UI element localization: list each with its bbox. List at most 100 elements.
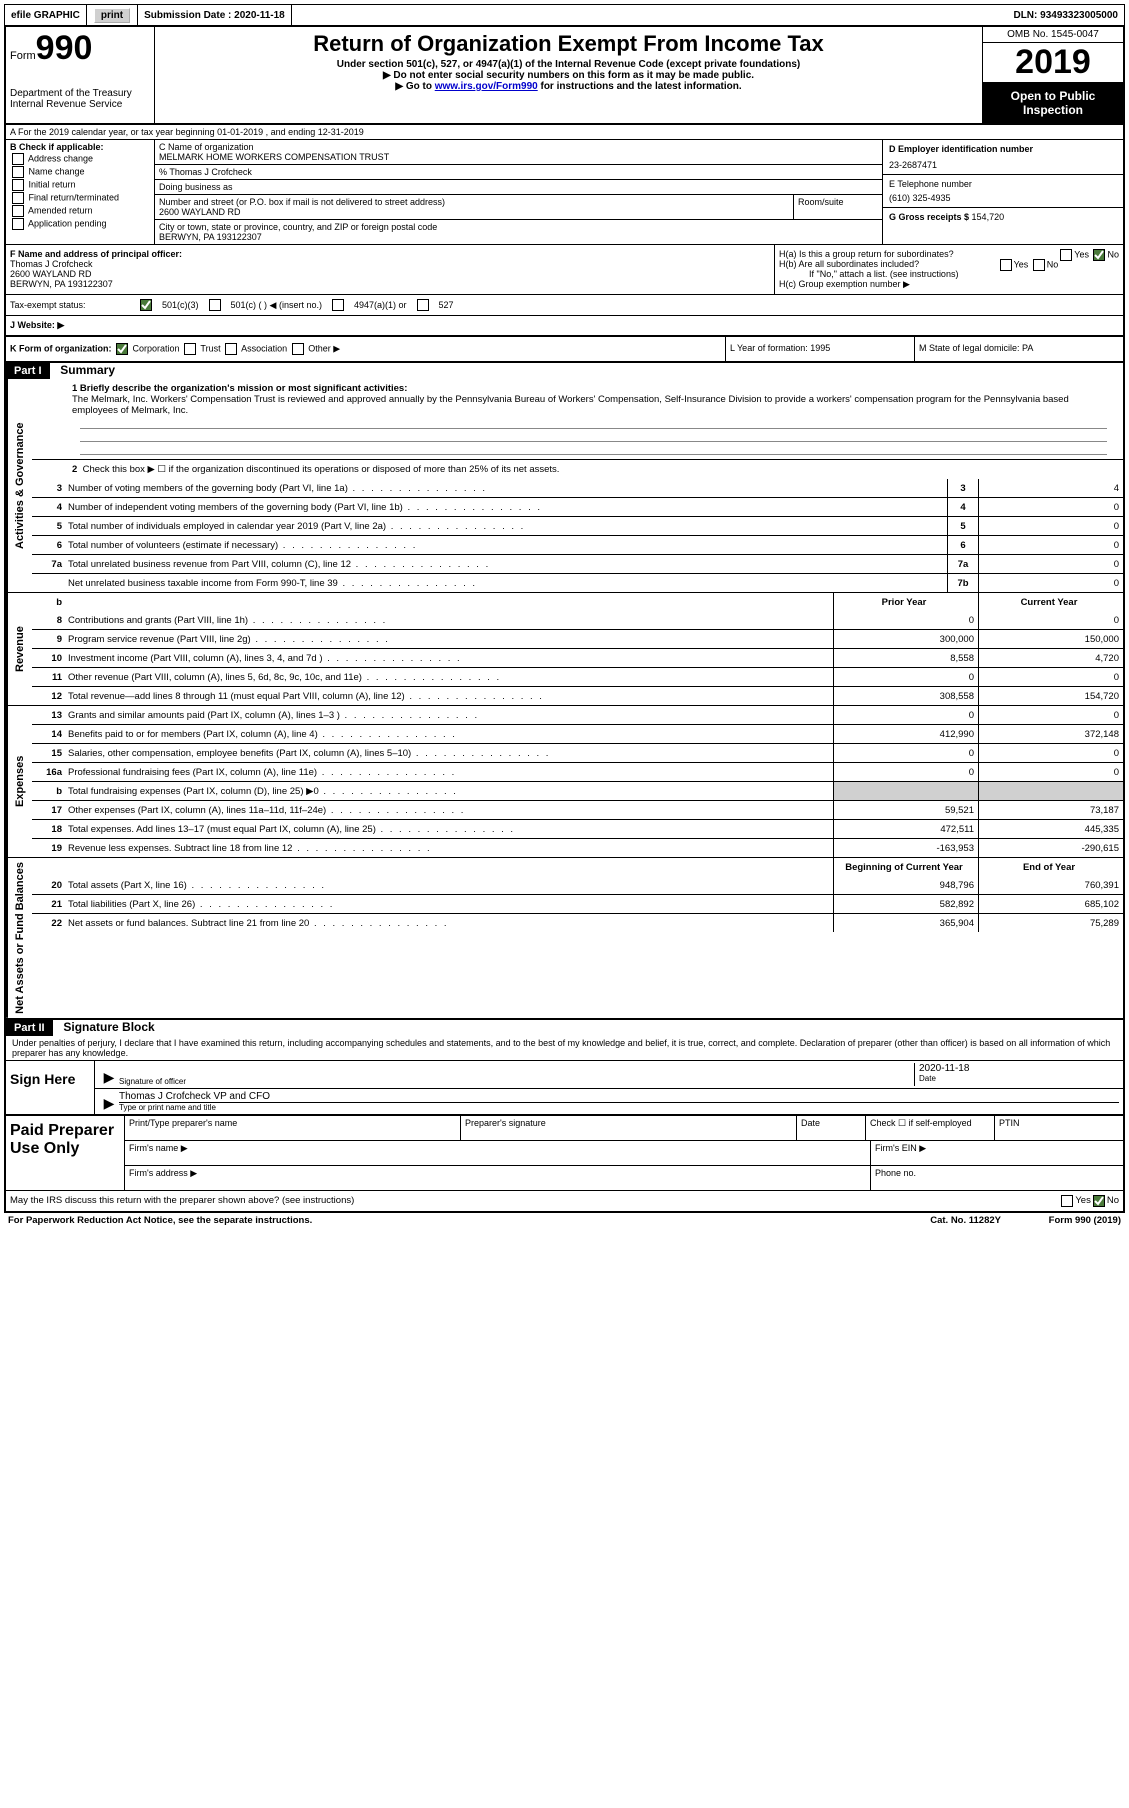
sig-date-field: 2020-11-18 Date [914,1063,1119,1086]
l-year-formation: L Year of formation: 1995 [726,337,915,361]
data-line: 10Investment income (Part VIII, column (… [32,648,1123,667]
501c-check[interactable] [209,299,221,311]
ha-no[interactable] [1093,249,1105,261]
form-number: 990 [36,29,93,67]
penalty-statement: Under penalties of perjury, I declare th… [6,1036,1123,1061]
tax-year: 2019 [983,43,1123,83]
pg-row-1: Print/Type preparer's name Preparer's si… [125,1116,1123,1141]
sig-arrow-icon: ▶ [99,1063,119,1086]
website-row: J Website: ▶ [6,316,1123,337]
officer-addr2: BERWYN, PA 193122307 [10,279,770,289]
header-left: Form990 Department of the Treasury Inter… [6,27,155,123]
data-line: 19Revenue less expenses. Subtract line 1… [32,838,1123,857]
527-check[interactable] [417,299,429,311]
ha-row: H(a) Is this a group return for subordin… [779,249,1119,259]
k-other-check[interactable] [292,343,304,355]
row-a-tax-period: A For the 2019 calendar year, or tax yea… [6,125,1123,140]
line-2-discontinued: 2 Check this box ▶ ☐ if the organization… [32,460,1123,479]
part-i-header-row: Part I Summary [6,363,1123,379]
may-irs-no[interactable] [1093,1195,1105,1207]
data-line: 21Total liabilities (Part X, line 26)582… [32,894,1123,913]
k-assoc-check[interactable] [225,343,237,355]
form990-link[interactable]: www.irs.gov/Form990 [435,81,538,92]
hb-no[interactable] [1033,259,1045,271]
end-year-header: End of Year [978,858,1123,876]
sign-content: ▶ Signature of officer 2020-11-18 Date ▶… [95,1061,1123,1114]
501c3-label: 501(c)(3) [162,300,199,310]
vlabel-revenue: Revenue [6,593,32,705]
beg-year-header: Beginning of Current Year [833,858,978,876]
col-b-option[interactable]: Application pending [10,218,150,230]
k-corp-check[interactable] [116,343,128,355]
care-of: % Thomas J Crofcheck [155,165,882,180]
top-toolbar: efile GRAPHIC print Submission Date : 20… [4,4,1125,26]
gov-line: 3Number of voting members of the governi… [32,479,1123,497]
officer-addr1: 2600 WAYLAND RD [10,269,770,279]
submission-date: Submission Date : 2020-11-18 [138,5,292,25]
part-ii-title: Signature Block [55,1018,162,1036]
ha-yes[interactable] [1060,249,1072,261]
data-line: bTotal fundraising expenses (Part IX, co… [32,781,1123,800]
rev-header: b Prior Year Current Year [32,593,1123,611]
officer-label: F Name and address of principal officer: [10,249,770,259]
col-b-title: B Check if applicable: [10,142,150,152]
column-b-checkboxes: B Check if applicable: Address change Na… [6,140,155,244]
ptin: PTIN [995,1116,1123,1140]
sign-here-block: Sign Here ▶ Signature of officer 2020-11… [6,1061,1123,1115]
city-value: BERWYN, PA 193122307 [159,232,878,242]
501c-label: 501(c) ( ) ◀ (insert no.) [231,300,322,311]
data-line: 11Other revenue (Part VIII, column (A), … [32,667,1123,686]
data-line: 16aProfessional fundraising fees (Part I… [32,762,1123,781]
4947-check[interactable] [332,299,344,311]
sig-officer-field: Signature of officer [119,1063,914,1086]
pt-name: Print/Type preparer's name [125,1116,461,1140]
city-label: City or town, state or province, country… [159,222,878,232]
may-irs-yes[interactable] [1061,1195,1073,1207]
column-h-group: H(a) Is this a group return for subordin… [775,245,1123,294]
street-cell: Number and street (or P.O. box if mail i… [155,195,794,219]
prior-year-header: Prior Year [833,593,978,611]
typed-name-field: Thomas J Crofcheck VP and CFO Type or pr… [119,1091,1119,1112]
part-i-title: Summary [52,361,123,379]
col-b-option[interactable]: Initial return [10,179,150,191]
firm-addr: Firm's address ▶ [125,1166,871,1190]
part-ii-header-row: Part II Signature Block [6,1020,1123,1036]
address-row: Number and street (or P.O. box if mail i… [155,195,882,220]
col-b-option[interactable]: Name change [10,166,150,178]
vlabel-expenses: Expenses [6,706,32,857]
527-label: 527 [439,300,454,310]
sub3-post: for instructions and the latest informat… [538,81,742,92]
section-fh: F Name and address of principal officer:… [6,245,1123,295]
org-name-cell: C Name of organization MELMARK HOME WORK… [155,140,882,165]
street-value: 2600 WAYLAND RD [159,207,789,217]
gross-cell: G Gross receipts $ 154,720 [883,208,1123,226]
column-d-ein: D Employer identification number 23-2687… [882,140,1123,244]
part-i-badge: Part I [6,363,50,379]
k-corp: Corporation [133,343,180,353]
k-assoc: Association [241,343,287,353]
vlabel-governance: Activities & Governance [6,379,32,592]
subtitle-3: Go to www.irs.gov/Form990 for instructio… [163,81,974,92]
col-b-option[interactable]: Final return/terminated [10,192,150,204]
501c3-check[interactable] [140,299,152,311]
subtitle-2: Do not enter social security numbers on … [163,70,974,81]
cat-no: Cat. No. 11282Y [930,1215,1001,1226]
gov-line: Net unrelated business taxable income fr… [32,573,1123,592]
net-header: Beginning of Current Year End of Year [32,858,1123,876]
dept-label: Department of the Treasury Internal Reve… [10,88,150,110]
print-button[interactable]: print [94,8,130,23]
subtitle-1: Under section 501(c), 527, or 4947(a)(1)… [163,59,974,70]
k-trust-check[interactable] [184,343,196,355]
pg-row-3: Firm's address ▶ Phone no. [125,1166,1123,1190]
part-ii-badge: Part II [6,1020,53,1036]
vlabel-net-assets: Net Assets or Fund Balances [6,858,32,1018]
data-line: 13Grants and similar amounts paid (Part … [32,706,1123,724]
col-b-option[interactable]: Amended return [10,205,150,217]
k-trust: Trust [200,343,220,353]
street-label: Number and street (or P.O. box if mail i… [159,197,789,207]
column-c-org-info: C Name of organization MELMARK HOME WORK… [155,140,882,244]
header-mid: Return of Organization Exempt From Incom… [155,27,982,123]
col-b-option[interactable]: Address change [10,153,150,165]
hb-yes[interactable] [1000,259,1012,271]
4947-label: 4947(a)(1) or [354,300,407,310]
